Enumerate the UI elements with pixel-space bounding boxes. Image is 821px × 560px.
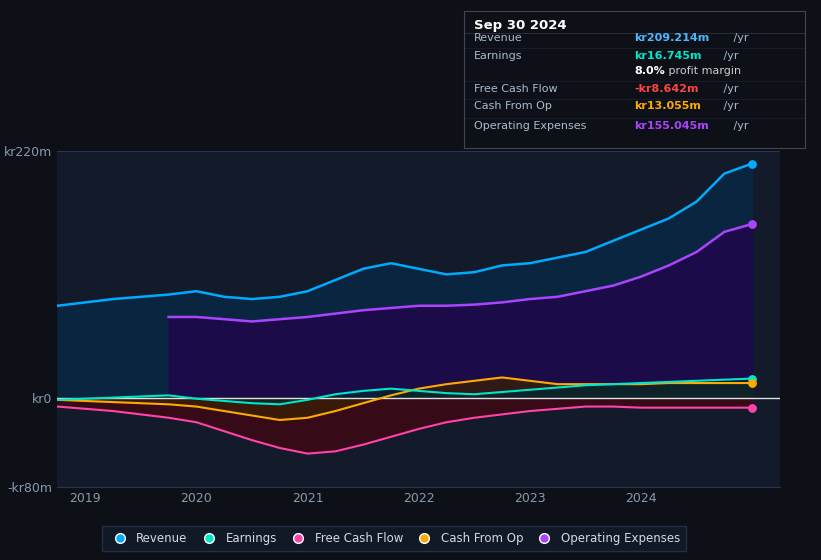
- Text: kr155.045m: kr155.045m: [635, 120, 709, 130]
- Text: Earnings: Earnings: [474, 50, 523, 60]
- Point: [745, 403, 759, 412]
- Text: /yr: /yr: [720, 101, 739, 111]
- Text: Revenue: Revenue: [474, 32, 523, 43]
- Text: /yr: /yr: [720, 83, 739, 94]
- Text: /yr: /yr: [730, 120, 748, 130]
- Text: /yr: /yr: [730, 32, 748, 43]
- Point: [745, 220, 759, 228]
- Text: -kr8.642m: -kr8.642m: [635, 83, 699, 94]
- Point: [745, 379, 759, 388]
- Text: kr16.745m: kr16.745m: [635, 50, 702, 60]
- Point: [745, 374, 759, 383]
- Text: kr13.055m: kr13.055m: [635, 101, 701, 111]
- Point: [745, 159, 759, 168]
- Text: Operating Expenses: Operating Expenses: [474, 120, 586, 130]
- Text: 8.0%: 8.0%: [635, 66, 665, 76]
- Text: Free Cash Flow: Free Cash Flow: [474, 83, 557, 94]
- Text: Sep 30 2024: Sep 30 2024: [474, 20, 566, 32]
- Legend: Revenue, Earnings, Free Cash Flow, Cash From Op, Operating Expenses: Revenue, Earnings, Free Cash Flow, Cash …: [102, 526, 686, 551]
- Text: profit margin: profit margin: [665, 66, 741, 76]
- Text: kr209.214m: kr209.214m: [635, 32, 709, 43]
- Text: Cash From Op: Cash From Op: [474, 101, 552, 111]
- Text: /yr: /yr: [720, 50, 739, 60]
